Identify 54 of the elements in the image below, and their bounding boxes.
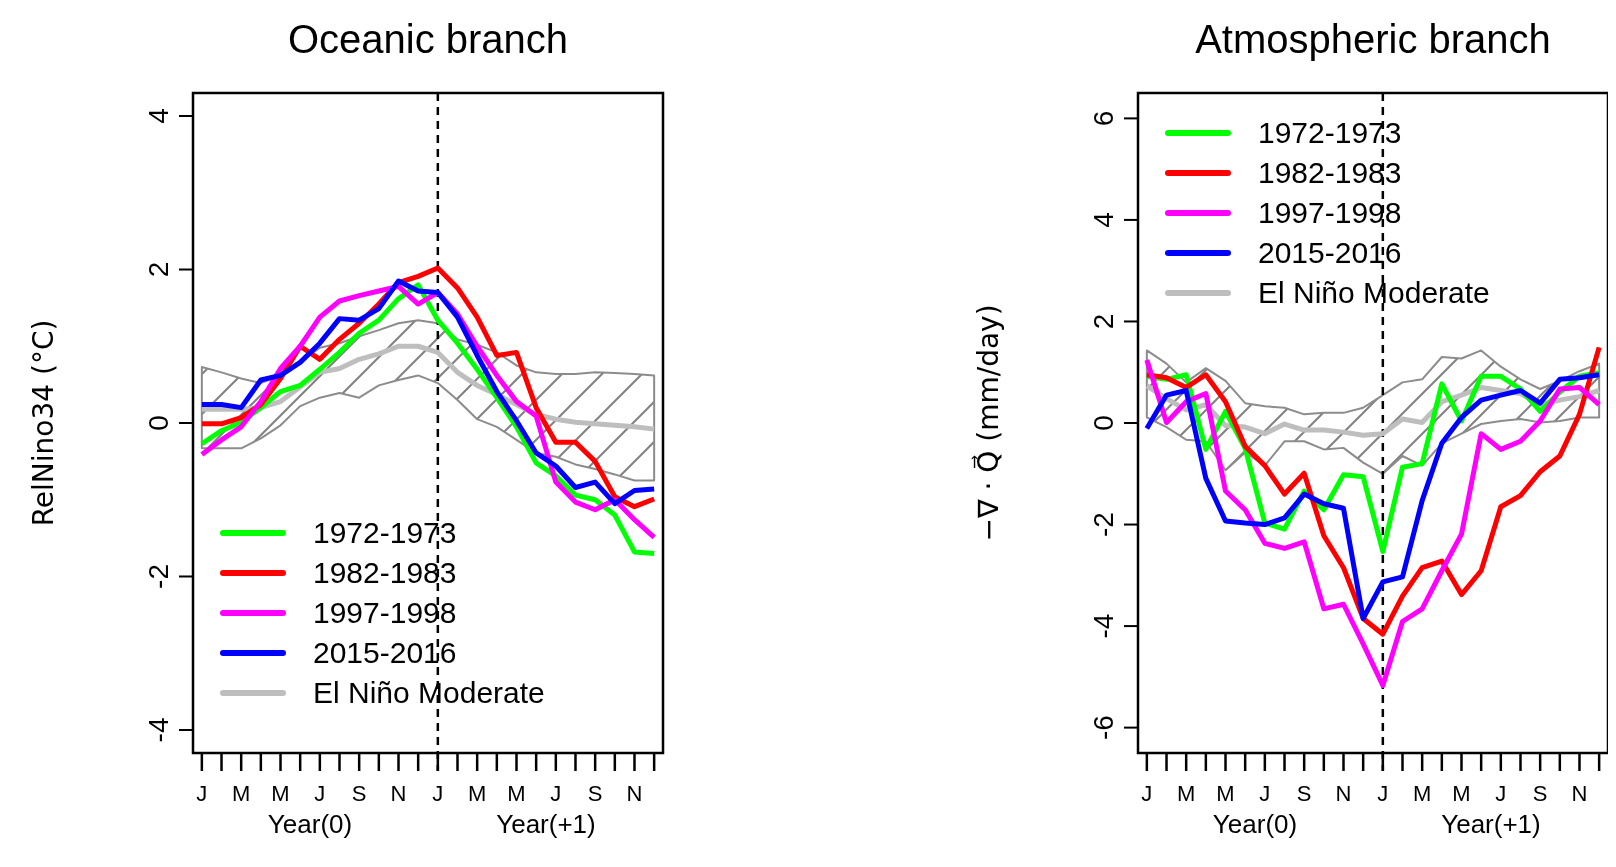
- text: Year(0): [267, 809, 353, 839]
- y-tick-label: -2: [1088, 512, 1119, 537]
- x-tick-label: S: [1296, 781, 1312, 806]
- x-tick-label: S: [1532, 781, 1548, 806]
- chart-title: Oceanic branch: [287, 17, 569, 61]
- x-tick-label: M: [468, 781, 487, 806]
- x-tick-label: J: [432, 781, 444, 806]
- chart-title: Atmospheric branch: [1195, 17, 1551, 61]
- x-tick-label: M: [1216, 781, 1235, 806]
- y-tick-label: 2: [143, 261, 174, 278]
- y-tick-label: -2: [143, 564, 174, 589]
- legend-label: 1982-1983: [1258, 156, 1402, 189]
- x-tick-label: M: [507, 781, 526, 806]
- x-tick-label: M: [1177, 781, 1196, 806]
- legend-label: 1997-1998: [1258, 196, 1402, 229]
- x-tick-label: J: [1259, 781, 1271, 806]
- legend-label: 1982-1983: [313, 556, 457, 589]
- legend-label: 1997-1998: [313, 596, 457, 629]
- text: Year(0): [1212, 809, 1298, 839]
- y-tick-label: -6: [1088, 715, 1119, 741]
- y-axis-title: −∇ · Q⃗ (mm/day): [970, 304, 1005, 542]
- text: Year(+1): [1441, 809, 1541, 839]
- y-tick-label: 4: [143, 108, 174, 124]
- y-tick-label: -4: [143, 717, 174, 743]
- y-tick-label: -4: [1088, 613, 1119, 639]
- y-tick-label: 0: [143, 415, 174, 431]
- x-tick-label: N: [1571, 781, 1588, 806]
- x-tick-label: J: [550, 781, 562, 806]
- y-tick-label: 6: [1088, 110, 1119, 127]
- x-tick-label: J: [196, 781, 208, 806]
- legend-label: 2015-2016: [1258, 236, 1402, 269]
- x-tick-label: M: [232, 781, 251, 806]
- x-tick-label: M: [1452, 781, 1471, 806]
- y-axis-title: RelNino34 (°C): [27, 319, 60, 527]
- x-tick-label: M: [271, 781, 290, 806]
- legend-label: El Niño Moderate: [1258, 276, 1490, 309]
- legend-label: 1972-1973: [313, 516, 457, 549]
- y-tick-label: 2: [1088, 313, 1119, 330]
- legend-label: El Niño Moderate: [313, 676, 545, 709]
- legend-label: 1972-1973: [1258, 116, 1402, 149]
- y-tick-label: 0: [1088, 415, 1119, 431]
- x-tick-label: J: [1377, 781, 1389, 806]
- x-tick-label: S: [351, 781, 367, 806]
- text: Year(+1): [496, 809, 596, 839]
- x-tick-label: M: [1413, 781, 1432, 806]
- x-tick-label: N: [390, 781, 407, 806]
- x-tick-label: J: [314, 781, 326, 806]
- x-tick-label: N: [626, 781, 643, 806]
- x-tick-label: S: [587, 781, 603, 806]
- y-tick-label: 4: [1088, 212, 1119, 228]
- x-tick-label: J: [1141, 781, 1153, 806]
- x-tick-label: N: [1335, 781, 1352, 806]
- x-tick-label: J: [1495, 781, 1507, 806]
- legend-label: 2015-2016: [313, 636, 457, 669]
